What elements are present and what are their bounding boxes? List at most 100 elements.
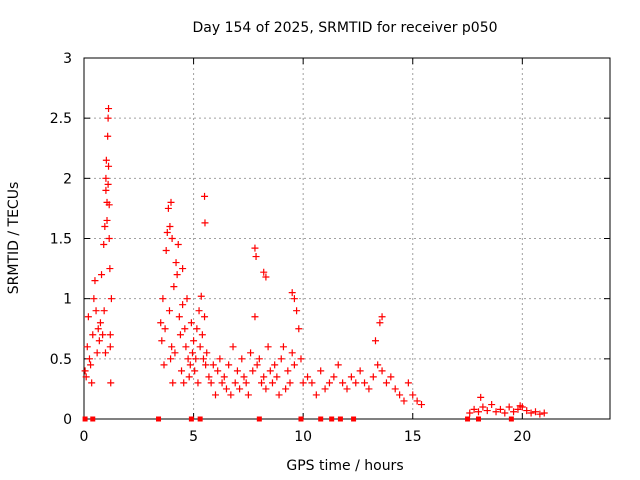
data-point <box>510 408 518 416</box>
gap-marker <box>298 416 304 422</box>
data-point <box>158 337 166 345</box>
data-point <box>98 271 106 279</box>
data-point <box>288 289 296 297</box>
data-point <box>193 325 201 333</box>
data-point <box>308 379 316 387</box>
data-point <box>369 373 377 381</box>
data-point <box>103 216 111 224</box>
data-point <box>252 253 260 261</box>
data-point <box>378 313 386 321</box>
data-point <box>164 204 172 212</box>
data-point <box>404 379 412 387</box>
data-point <box>501 409 509 417</box>
data-point <box>100 241 108 249</box>
data-point <box>165 307 173 315</box>
data-point <box>106 331 114 339</box>
data-point <box>238 355 246 363</box>
data-point <box>188 349 196 357</box>
data-point <box>531 408 539 416</box>
data-point <box>88 379 96 387</box>
data-point <box>190 337 198 345</box>
data-point <box>317 367 325 375</box>
data-point <box>262 273 270 281</box>
x-tick-labels: 0 5 10 15 20 <box>80 429 532 445</box>
data-point <box>174 241 182 249</box>
data-point <box>185 373 193 381</box>
data-point <box>89 331 97 339</box>
x-tick-label: 5 <box>189 429 198 445</box>
data-point <box>214 367 222 375</box>
data-point <box>85 355 93 363</box>
data-point <box>168 235 176 242</box>
gap-marker <box>465 416 471 422</box>
data-point <box>475 408 482 416</box>
data-point <box>180 379 188 387</box>
data-point <box>216 355 224 363</box>
data-point <box>365 385 373 393</box>
data-point <box>279 343 287 351</box>
data-point <box>376 319 384 327</box>
data-point <box>186 361 194 369</box>
data-point <box>260 373 268 381</box>
y-tick-label: 0.5 <box>50 352 72 368</box>
data-point <box>201 219 209 227</box>
data-point <box>160 361 168 369</box>
data-point <box>183 295 191 303</box>
data-point <box>106 265 114 273</box>
x-tick-label: 15 <box>404 429 422 445</box>
data-point <box>105 105 113 113</box>
x-tick-label: 0 <box>80 429 89 445</box>
data-point <box>496 405 504 413</box>
data-point <box>286 379 294 387</box>
data-point <box>182 343 190 351</box>
x-axis-label: GPS time / hours <box>286 458 403 474</box>
y-tick-label: 2 <box>63 171 72 187</box>
data-point <box>275 391 283 399</box>
data-point <box>172 259 180 267</box>
data-point <box>201 192 209 200</box>
data-point <box>179 265 187 273</box>
data-point <box>321 385 329 393</box>
data-point <box>356 367 364 375</box>
data-point <box>202 361 210 369</box>
gap-marker <box>508 416 514 422</box>
data-point <box>100 307 108 315</box>
data-point <box>251 313 259 321</box>
gap-marker <box>351 416 357 422</box>
data-point <box>312 391 320 399</box>
data-point <box>199 355 207 363</box>
data-point <box>197 292 205 300</box>
y-axis-label: SRMTID / TECUs <box>6 182 22 295</box>
data-point <box>266 367 274 375</box>
y-tick-label: 0 <box>63 412 72 428</box>
data-point <box>277 355 285 363</box>
data-point <box>483 407 491 415</box>
data-point <box>196 343 204 351</box>
data-point <box>107 295 115 303</box>
data-point <box>104 132 112 140</box>
data-point <box>83 343 91 351</box>
data-point <box>236 385 244 393</box>
data-point <box>514 405 522 413</box>
data-point <box>523 407 531 415</box>
data-point <box>84 313 92 321</box>
data-point <box>382 379 390 387</box>
data-point <box>527 409 535 417</box>
data-point <box>167 355 175 363</box>
x-tick-label: 20 <box>513 429 531 445</box>
data-point <box>205 373 213 381</box>
data-point <box>101 222 109 230</box>
data-point <box>201 313 209 321</box>
data-point <box>258 379 266 387</box>
data-point <box>290 361 298 369</box>
data-point <box>271 361 279 369</box>
data-point <box>209 361 217 369</box>
gap-marker <box>318 416 324 422</box>
data-point <box>470 405 478 413</box>
data-point <box>159 295 167 303</box>
data-point <box>288 349 296 357</box>
y-tick-label: 1.5 <box>50 232 72 248</box>
data-point <box>371 337 379 345</box>
data-point <box>244 391 252 399</box>
